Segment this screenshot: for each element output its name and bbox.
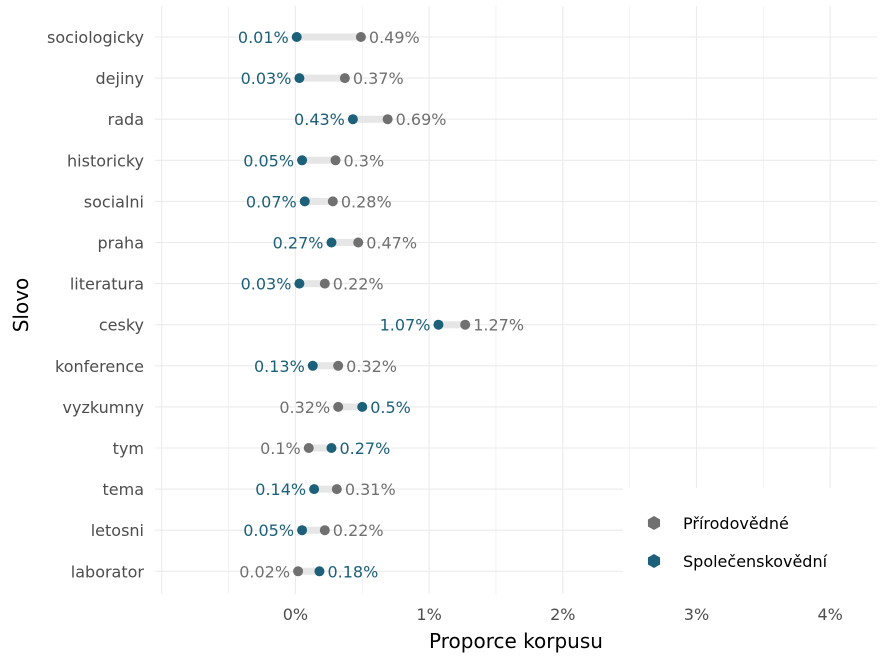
point-spolecenskovedni — [326, 237, 337, 248]
point-prirodovedne — [327, 196, 338, 207]
point-prirodovedne — [331, 484, 342, 495]
point-spolecenskovedni — [433, 319, 444, 330]
legend-key-spolecenskovedni — [647, 554, 661, 568]
legend-key-prirodovedne — [647, 516, 661, 530]
value-label-prirodovedne: 0.49% — [369, 28, 420, 47]
value-label-spolecenskovedni: 0.07% — [246, 192, 297, 211]
value-label-prirodovedne: 0.02% — [239, 562, 290, 581]
point-spolecenskovedni — [357, 401, 368, 412]
y-tick-label: dejiny — [96, 69, 145, 88]
value-label-prirodovedne: 0.1% — [260, 439, 301, 458]
value-label-spolecenskovedni: 0.14% — [255, 480, 306, 499]
y-axis-title: Slovo — [9, 278, 33, 333]
y-tick-label: vyzkumny — [63, 398, 144, 417]
data-points — [291, 32, 471, 577]
y-tick-label: letosni — [91, 521, 144, 540]
x-tick-label: 0% — [283, 605, 308, 624]
point-prirodovedne — [382, 114, 393, 125]
legend-label-prirodovedne: Přírodovědné — [683, 514, 789, 533]
point-prirodovedne — [355, 32, 366, 42]
y-tick-label: sociologicky — [47, 28, 144, 47]
point-spolecenskovedni — [347, 114, 358, 125]
point-spolecenskovedni — [291, 32, 302, 42]
value-label-spolecenskovedni: 0.18% — [327, 562, 378, 581]
point-prirodovedne — [330, 155, 341, 166]
value-label-spolecenskovedni: 0.05% — [243, 151, 294, 170]
point-spolecenskovedni — [314, 566, 325, 577]
point-spolecenskovedni — [294, 73, 305, 84]
x-tick-label: 3% — [684, 605, 709, 624]
y-tick-label: cesky — [99, 316, 144, 335]
value-label-spolecenskovedni: 0.27% — [273, 234, 324, 253]
value-label-prirodovedne: 0.28% — [341, 192, 392, 211]
value-label-spolecenskovedni: 0.03% — [241, 69, 292, 88]
legend-item-spolecenskovedni: Společenskovědní — [647, 552, 828, 571]
y-tick-label: tym — [113, 439, 144, 458]
x-axis-tick-labels: 0% 1% 2% 3% 4% — [283, 605, 843, 624]
point-prirodovedne — [293, 566, 304, 577]
point-spolecenskovedni — [297, 155, 308, 166]
point-spolecenskovedni — [297, 525, 308, 536]
value-label-spolecenskovedni: 0.13% — [254, 357, 305, 376]
value-label-prirodovedne: 0.69% — [396, 110, 447, 129]
point-spolecenskovedni — [294, 278, 305, 289]
value-label-spolecenskovedni: 0.5% — [370, 398, 411, 417]
point-prirodovedne — [353, 237, 364, 248]
point-prirodovedne — [333, 401, 344, 412]
legend-label-spolecenskovedni: Společenskovědní — [683, 552, 828, 571]
value-label-spolecenskovedni: 0.03% — [241, 275, 292, 294]
point-spolecenskovedni — [309, 484, 320, 495]
point-prirodovedne — [339, 73, 350, 84]
y-tick-label: tema — [102, 480, 144, 499]
value-label-prirodovedne: 0.37% — [353, 69, 404, 88]
y-tick-label: literatura — [70, 275, 144, 294]
y-tick-label: historicky — [67, 151, 144, 170]
legend-background — [623, 488, 889, 596]
x-tick-label: 1% — [416, 605, 441, 624]
legend-panel — [623, 488, 889, 596]
value-label-spolecenskovedni: 0.27% — [339, 439, 390, 458]
value-label-prirodovedne: 0.22% — [333, 521, 384, 540]
value-label-spolecenskovedni: 0.05% — [243, 521, 294, 540]
point-prirodovedne — [460, 319, 471, 330]
legend: Přírodovědné Společenskovědní — [647, 514, 828, 571]
value-label-prirodovedne: 0.32% — [279, 398, 330, 417]
x-axis-title: Proporce korpusu — [429, 629, 603, 653]
value-label-spolecenskovedni: 0.01% — [238, 28, 289, 47]
value-label-prirodovedne: 1.27% — [473, 316, 524, 335]
value-label-prirodovedne: 0.3% — [344, 151, 385, 170]
y-tick-label: socialni — [84, 192, 144, 211]
y-tick-label: konference — [55, 357, 144, 376]
point-prirodovedne — [333, 360, 344, 371]
value-label-prirodovedne: 0.22% — [333, 275, 384, 294]
point-spolecenskovedni — [307, 360, 318, 371]
y-axis-tick-labels: sociologicky dejiny rada historicky socialni… — [47, 28, 144, 581]
value-label-prirodovedne: 0.32% — [346, 357, 397, 376]
data-labels: 0.49% 0.01% 0.37% 0.03% 0.69% 0.43% 0.3% 0.05% 0… — [238, 28, 524, 581]
point-prirodovedne — [303, 443, 314, 453]
point-prirodovedne — [319, 525, 330, 536]
value-label-prirodovedne: 0.47% — [366, 234, 417, 253]
point-spolecenskovedni — [326, 443, 337, 453]
y-tick-label: laborator — [71, 562, 145, 581]
value-label-prirodovedne: 0.31% — [345, 480, 396, 499]
x-tick-label: 2% — [550, 605, 575, 624]
x-tick-label: 4% — [818, 605, 843, 624]
point-prirodovedne — [319, 278, 330, 289]
value-label-spolecenskovedni: 0.43% — [294, 110, 345, 129]
y-tick-label: praha — [98, 234, 144, 253]
y-tick-label: rada — [108, 110, 144, 129]
value-label-spolecenskovedni: 1.07% — [380, 316, 431, 335]
point-spolecenskovedni — [299, 196, 310, 207]
legend-item-prirodovedne: Přírodovědné — [647, 514, 789, 533]
